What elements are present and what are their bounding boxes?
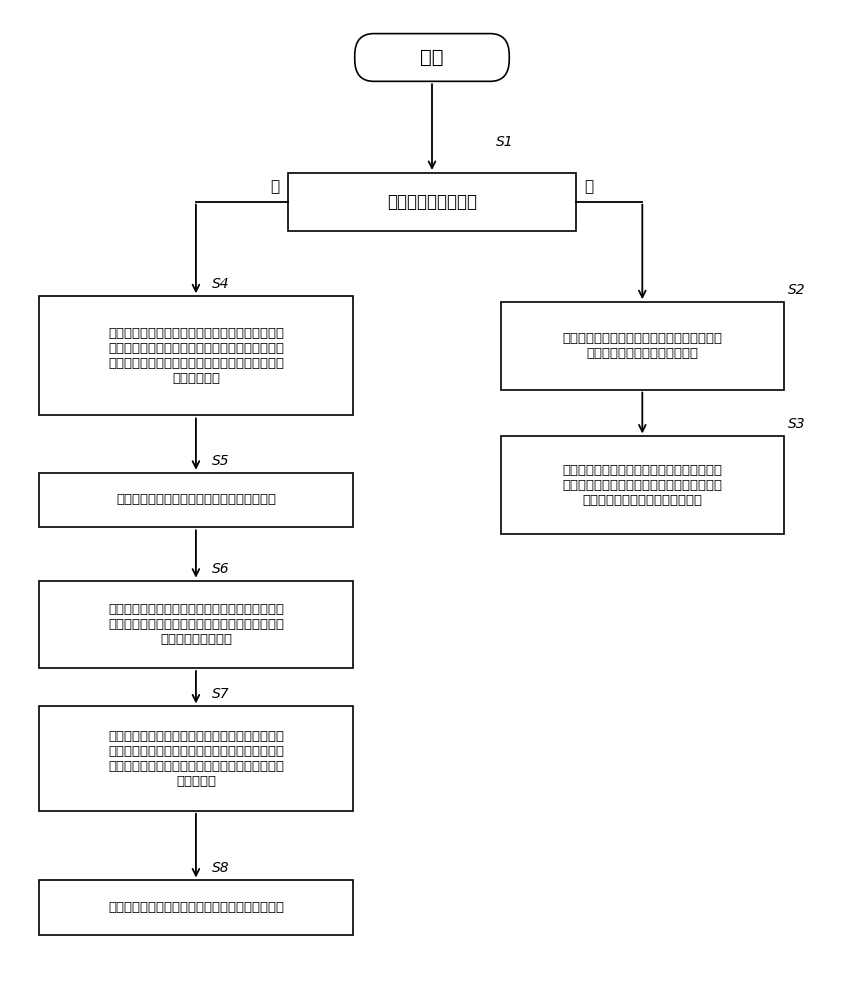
Text: 第一充电枪及第二充电枪同时对电动汽车进行充电: 第一充电枪及第二充电枪同时对电动汽车进行充电 — [108, 901, 284, 914]
Text: 否: 否 — [270, 179, 280, 194]
Text: S3: S3 — [788, 417, 806, 431]
Text: S7: S7 — [212, 687, 229, 701]
Text: 主充电机发送相应地充电子电流及充电子电压给对
应的充电枪；从充电机接收主充电机的信号，从充
电机发送相应的充电子电流及充电子电压信号给对
应的充电枪: 主充电机发送相应地充电子电流及充电子电压给对 应的充电枪；从充电机接收主充电机的… — [108, 730, 284, 788]
Text: S6: S6 — [212, 562, 229, 576]
FancyBboxPatch shape — [39, 296, 353, 415]
FancyBboxPatch shape — [500, 436, 784, 534]
Text: S4: S4 — [212, 277, 229, 291]
Text: 开始: 开始 — [420, 48, 444, 67]
Text: 第一充电机或第二充电机向第一充电枪或第二
充电枪发送充电电压及充电电流，第一充电枪
或第二充电枪对电动汽车进行充电: 第一充电机或第二充电机向第一充电枪或第二 充电枪发送充电电压及充电电流，第一充电… — [562, 464, 722, 507]
FancyBboxPatch shape — [39, 473, 353, 527]
FancyBboxPatch shape — [355, 34, 509, 81]
Text: S5: S5 — [212, 454, 229, 468]
FancyBboxPatch shape — [500, 302, 784, 390]
Text: 判断是否为单枪充电: 判断是否为单枪充电 — [387, 193, 477, 211]
FancyBboxPatch shape — [39, 880, 353, 935]
FancyBboxPatch shape — [39, 706, 353, 811]
Text: S1: S1 — [497, 135, 514, 149]
FancyBboxPatch shape — [39, 581, 353, 668]
FancyBboxPatch shape — [289, 173, 575, 231]
Text: S8: S8 — [212, 861, 229, 875]
Text: 第一充电机或第二充电机与电动汽车的电池管
理模块通信，获取充电需求信息: 第一充电机或第二充电机与电动汽车的电池管 理模块通信，获取充电需求信息 — [562, 332, 722, 360]
Text: 检测第一充电枪与第二充电枪插入电动汽车充电座
的先后顺序，并将首先插入的充电枪对应的充电机
设置为主充电机，后插入的充电枪对应的充电机设
置为从充电机: 检测第一充电枪与第二充电枪插入电动汽车充电座 的先后顺序，并将首先插入的充电枪对… — [108, 327, 284, 385]
Text: S2: S2 — [788, 283, 806, 297]
Text: 主充电机与电动汽车通信，获取充电需求信息: 主充电机与电动汽车通信，获取充电需求信息 — [116, 493, 276, 506]
Text: 是: 是 — [584, 179, 594, 194]
Text: 主充电机根据所接收到的充电需求信息，分配充电
子电流及充电子电压，并发送充电子电流及充电子
电压信号给从充电机: 主充电机根据所接收到的充电需求信息，分配充电 子电流及充电子电压，并发送充电子电… — [108, 603, 284, 646]
